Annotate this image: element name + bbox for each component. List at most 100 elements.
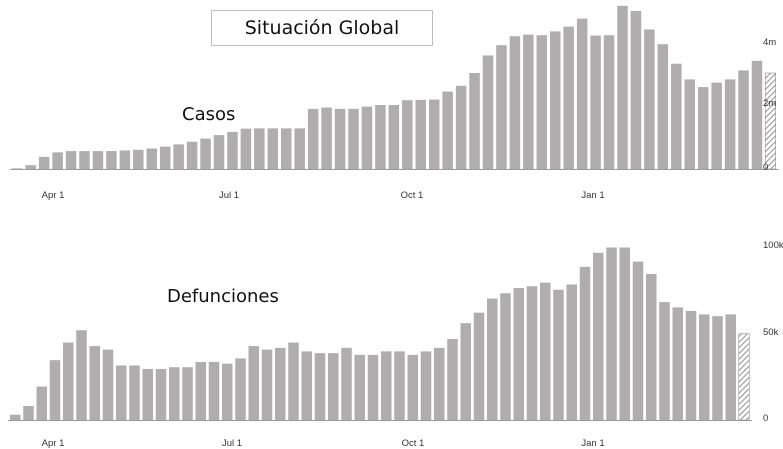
bar bbox=[288, 342, 299, 420]
bar bbox=[307, 108, 319, 169]
bar bbox=[407, 354, 418, 420]
y-tick-label: 2m bbox=[763, 98, 776, 109]
bar bbox=[195, 361, 206, 420]
deaths-chart: Apr 1 Jul 1 Oct 1 Jan 1 0 50k 100k bbox=[8, 240, 783, 449]
bar bbox=[455, 85, 467, 169]
bar bbox=[487, 298, 498, 420]
bar bbox=[89, 346, 100, 420]
bar bbox=[684, 79, 695, 169]
bar bbox=[657, 44, 669, 170]
bar bbox=[381, 351, 392, 420]
bar bbox=[92, 151, 104, 169]
bar bbox=[617, 5, 628, 169]
bar bbox=[10, 414, 21, 420]
panel-title-casos: Casos bbox=[182, 104, 236, 125]
bar bbox=[79, 151, 90, 169]
bar bbox=[619, 247, 630, 420]
bar bbox=[402, 100, 413, 169]
bar bbox=[469, 73, 480, 169]
bar bbox=[685, 310, 697, 420]
bar bbox=[724, 79, 736, 169]
bar bbox=[751, 60, 763, 170]
bar bbox=[434, 347, 445, 420]
x-tick-label: Apr 1 bbox=[42, 190, 65, 201]
bar bbox=[76, 330, 87, 420]
bar bbox=[129, 365, 140, 420]
bar bbox=[388, 105, 400, 169]
bar bbox=[294, 128, 305, 169]
bar bbox=[222, 363, 233, 420]
bar bbox=[725, 314, 736, 420]
bar bbox=[142, 368, 153, 420]
bar bbox=[155, 368, 167, 420]
bar bbox=[671, 63, 682, 169]
bar bbox=[23, 405, 34, 420]
bar bbox=[375, 105, 386, 169]
bar bbox=[632, 261, 644, 420]
bar bbox=[500, 293, 511, 420]
bar bbox=[25, 165, 36, 169]
bar bbox=[644, 29, 655, 170]
bar bbox=[208, 361, 220, 420]
bar bbox=[540, 282, 551, 420]
bar bbox=[563, 26, 574, 169]
bar bbox=[513, 288, 524, 420]
y-tick-label: 0 bbox=[763, 162, 768, 173]
x-tick-label: Jul 1 bbox=[222, 438, 242, 449]
bar bbox=[301, 351, 312, 420]
bar bbox=[182, 367, 193, 420]
bar bbox=[146, 148, 157, 169]
bar bbox=[102, 349, 114, 420]
bar bbox=[593, 252, 604, 420]
bar bbox=[361, 106, 373, 169]
bar bbox=[579, 266, 591, 420]
bar bbox=[447, 339, 458, 420]
bar bbox=[473, 312, 485, 420]
bar bbox=[536, 35, 548, 169]
bar bbox=[235, 358, 246, 420]
bar bbox=[509, 36, 521, 170]
bar bbox=[646, 273, 657, 420]
bar bbox=[420, 351, 432, 420]
bar bbox=[367, 354, 379, 420]
bar bbox=[603, 35, 615, 169]
bar bbox=[119, 150, 131, 169]
cases-chart: Apr 1 Jul 1 Oct 1 Jan 1 0 2m 4m bbox=[10, 5, 779, 201]
bar bbox=[133, 149, 144, 169]
bar bbox=[711, 82, 722, 169]
chart-title: Situación Global bbox=[211, 10, 433, 46]
bar bbox=[116, 365, 127, 420]
bar bbox=[394, 351, 405, 420]
bar bbox=[550, 31, 561, 170]
bar bbox=[200, 138, 211, 169]
bar bbox=[428, 99, 440, 169]
bar-partial bbox=[738, 333, 750, 421]
bar bbox=[523, 34, 534, 169]
bar bbox=[267, 128, 279, 169]
bar bbox=[159, 146, 171, 169]
bar bbox=[106, 151, 117, 169]
bar bbox=[63, 342, 74, 420]
x-tick-label: Apr 1 bbox=[42, 438, 65, 449]
bar bbox=[496, 45, 507, 169]
bar bbox=[442, 91, 453, 169]
y-tick-label: 100k bbox=[763, 240, 783, 251]
bar bbox=[630, 10, 642, 170]
bar bbox=[328, 353, 339, 420]
bar bbox=[415, 99, 426, 169]
bar-partial bbox=[764, 72, 777, 170]
panel-title-defunciones: Defunciones bbox=[167, 286, 279, 307]
bar bbox=[240, 128, 252, 169]
bar bbox=[65, 151, 77, 169]
bar bbox=[553, 289, 564, 420]
bar bbox=[576, 18, 588, 169]
bar bbox=[341, 347, 352, 420]
bar bbox=[697, 87, 709, 169]
bar bbox=[606, 247, 617, 420]
bar bbox=[672, 307, 683, 420]
bar bbox=[169, 367, 180, 420]
bar bbox=[254, 128, 265, 169]
bar bbox=[173, 144, 184, 169]
bar bbox=[38, 156, 50, 169]
bar bbox=[482, 55, 494, 169]
